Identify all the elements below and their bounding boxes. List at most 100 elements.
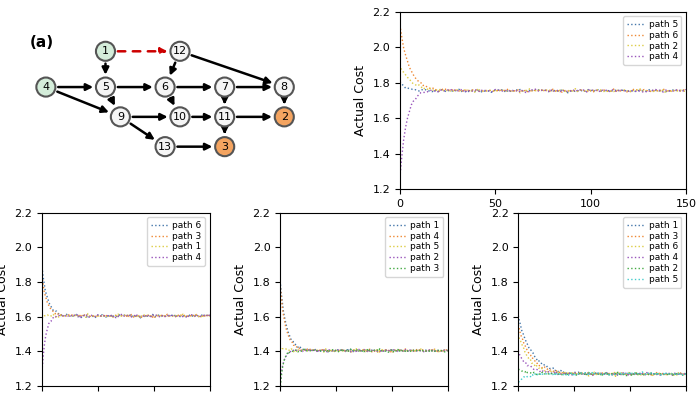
path 4	[206, 312, 214, 317]
path 2	[596, 373, 604, 378]
path 1	[142, 314, 150, 319]
Line: path 6: path 6	[400, 25, 686, 92]
path 2	[571, 86, 580, 91]
Line: path 6: path 6	[518, 334, 686, 376]
Line: path 6: path 6	[42, 267, 210, 318]
path 6	[203, 313, 211, 318]
path 6	[571, 88, 580, 93]
path 6	[682, 88, 690, 93]
path 1	[358, 347, 366, 352]
path 3	[120, 313, 128, 318]
path 6	[598, 89, 606, 93]
path 3	[514, 322, 522, 327]
path 4	[384, 349, 392, 353]
path 6	[596, 371, 604, 376]
path 5	[514, 379, 522, 384]
path 3	[145, 314, 153, 319]
path 5	[276, 346, 284, 350]
path 2	[444, 347, 452, 351]
path 2	[395, 63, 404, 67]
Circle shape	[215, 137, 235, 156]
path 1	[596, 370, 604, 375]
path 2	[535, 88, 543, 93]
path 5	[442, 348, 450, 353]
Y-axis label: Actual Cost: Actual Cost	[354, 65, 367, 136]
Text: 12: 12	[173, 46, 187, 56]
path 6	[38, 265, 46, 269]
path 6	[120, 312, 128, 317]
path 1	[204, 314, 213, 319]
path 3	[617, 372, 625, 376]
Line: path 1: path 1	[280, 281, 448, 353]
path 6	[97, 313, 106, 318]
path 5	[395, 79, 404, 84]
path 4	[141, 314, 149, 319]
path 4	[156, 313, 164, 318]
path 5	[564, 90, 572, 95]
Line: path 5: path 5	[280, 348, 448, 353]
Legend: path 1, path 4, path 5, path 2, path 3: path 1, path 4, path 5, path 2, path 3	[385, 217, 443, 277]
path 5	[682, 372, 690, 377]
path 6	[156, 314, 164, 319]
path 1	[135, 316, 143, 321]
path 6	[579, 89, 587, 93]
path 2	[633, 370, 641, 374]
path 2	[573, 373, 582, 377]
path 3	[133, 315, 141, 320]
path 5	[395, 348, 403, 353]
path 6	[497, 88, 505, 93]
Legend: path 1, path 3, path 6, path 4, path 2, path 5: path 1, path 3, path 6, path 4, path 2, …	[623, 217, 682, 288]
path 4	[588, 374, 596, 378]
Text: 2: 2	[281, 112, 288, 122]
path 6	[141, 314, 149, 319]
path 4	[276, 282, 284, 287]
path 2	[514, 367, 522, 372]
path 4	[38, 369, 46, 374]
path 1	[617, 372, 625, 377]
path 6	[136, 316, 145, 320]
path 4	[358, 348, 366, 352]
path 6	[145, 313, 153, 318]
path 4	[514, 348, 522, 353]
path 2	[678, 88, 687, 93]
Line: path 4: path 4	[42, 314, 210, 371]
path 5	[571, 89, 580, 94]
Text: 1: 1	[102, 46, 109, 56]
Line: path 5: path 5	[400, 82, 686, 93]
path 4	[633, 371, 641, 376]
Text: 7: 7	[221, 82, 228, 92]
path 1	[573, 370, 582, 375]
Y-axis label: Actual Cost: Actual Cost	[234, 264, 247, 335]
Circle shape	[155, 78, 174, 97]
Text: 3: 3	[221, 142, 228, 152]
path 1	[442, 348, 450, 352]
Y-axis label: Actual Cost: Actual Cost	[0, 264, 9, 335]
path 6	[514, 332, 522, 336]
path 5	[682, 89, 690, 94]
path 4	[335, 348, 344, 353]
Circle shape	[274, 78, 294, 97]
path 6	[682, 372, 690, 376]
path 5	[384, 348, 392, 353]
path 4	[571, 89, 580, 94]
path 3	[141, 314, 149, 318]
Line: path 4: path 4	[400, 89, 686, 178]
Legend: path 6, path 3, path 1, path 4: path 6, path 3, path 1, path 4	[147, 217, 205, 266]
path 3	[335, 349, 344, 354]
path 2	[682, 88, 690, 93]
path 3	[395, 346, 403, 351]
path 3	[573, 371, 582, 375]
Line: path 3: path 3	[518, 325, 686, 375]
Line: path 1: path 1	[42, 314, 210, 318]
Text: 8: 8	[281, 82, 288, 92]
Line: path 5: path 5	[518, 372, 686, 382]
path 1	[276, 279, 284, 283]
path 6	[617, 370, 625, 374]
path 2	[276, 379, 284, 384]
path 2	[622, 373, 630, 378]
path 4	[395, 348, 403, 353]
Line: path 2: path 2	[400, 65, 686, 93]
path 4	[678, 88, 687, 93]
path 5	[358, 348, 366, 353]
path 5	[444, 348, 452, 353]
